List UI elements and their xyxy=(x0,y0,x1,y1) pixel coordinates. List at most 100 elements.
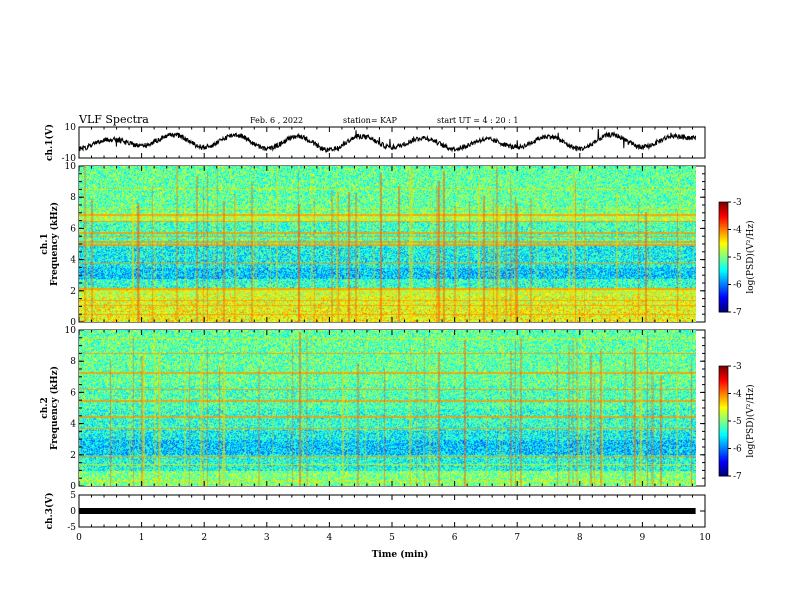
ch2-colorbar-swatch xyxy=(719,439,728,442)
ch1-colorbar-swatch xyxy=(719,251,728,254)
x-axis-label: Time (min) xyxy=(372,549,429,560)
xtick-label: 3 xyxy=(264,533,270,543)
ch1-wave-ytick-label: -10 xyxy=(62,154,77,164)
ch2-colorbar-swatch xyxy=(719,465,728,468)
ch2-spec-ytick-label: 6 xyxy=(70,388,76,398)
ch1-colorbar-swatch xyxy=(719,205,728,208)
ch1-colorbar-swatch xyxy=(719,293,728,296)
ch2-colorbar-swatch xyxy=(719,371,728,374)
ch2-colorbar-swatch xyxy=(719,474,728,477)
ch2-colorbar-swatch xyxy=(719,466,728,470)
ch1-colorbar-swatch xyxy=(719,262,728,265)
ch3-wave-ylabel: ch.3(V) xyxy=(44,493,55,530)
ch2-colorbar-swatch xyxy=(719,426,728,429)
ch2-colorbar-swatch xyxy=(719,386,728,389)
ch1-colorbar-swatch xyxy=(719,302,728,306)
ch3-wave-ytick-label: 5 xyxy=(70,491,76,501)
ch2-colorbar-swatch xyxy=(719,424,728,427)
ch1-colorbar-swatch xyxy=(719,227,728,230)
ch1-colorbar-swatch xyxy=(719,244,728,247)
ch2-colorbar-swatch xyxy=(719,380,728,383)
ch1-colorbar: -3 -4 -5 -6 -7 log(PSD)(V²/Hz) xyxy=(718,198,756,318)
ch2-colorbar-swatch xyxy=(719,373,728,376)
ch1-colorbar-swatch xyxy=(719,214,728,218)
ch1-colorbar-swatch xyxy=(719,216,728,219)
ch2-colorbar-swatch xyxy=(719,446,728,449)
ch2-colorbar-swatch xyxy=(719,454,728,457)
ch1-colorbar-swatch xyxy=(719,286,728,289)
ch1-colorbar-swatch xyxy=(719,218,728,221)
ch1-colorbar-swatch xyxy=(719,220,728,223)
ch2-colorbar-swatch xyxy=(719,419,728,422)
ch1-spectrogram xyxy=(79,166,696,322)
ch2-colorbar-swatch xyxy=(719,406,728,409)
ch2-colorbar-swatch xyxy=(719,377,728,380)
ch1-colorbar-swatch xyxy=(719,255,728,258)
ch2-colorbar-tick-label: -6 xyxy=(733,445,742,455)
ch2-colorbar: -3 -4 -5 -6 -7 log(PSD)(V²/Hz) xyxy=(718,362,756,482)
ch2-spec-ytick-label: 10 xyxy=(65,326,77,336)
xtick-label: 0 xyxy=(76,533,82,543)
ch1-colorbar-swatch xyxy=(719,233,728,236)
ch1-colorbar-swatch xyxy=(719,235,728,238)
ch1-colorbar-swatch xyxy=(719,280,728,284)
ch2-colorbar-swatch xyxy=(719,468,728,471)
xtick-label: 6 xyxy=(452,533,458,543)
ch2-colorbar-swatch xyxy=(719,463,728,466)
ch2-colorbar-swatch xyxy=(719,402,728,405)
ch2-colorbar-swatch xyxy=(719,472,728,475)
ch1-colorbar-swatch xyxy=(719,264,728,267)
ch2-spec-ytick-label: 2 xyxy=(70,451,76,461)
xtick-label: 10 xyxy=(699,533,711,543)
ch2-spec-ytick-label: 0 xyxy=(70,482,76,492)
ch2-colorbar-swatch xyxy=(719,369,728,372)
ch1-colorbar-swatch xyxy=(719,222,728,225)
ch2-colorbar-swatch xyxy=(719,459,728,462)
ch2-colorbar-swatch xyxy=(719,382,728,385)
ch1-colorbar-swatch xyxy=(719,291,728,295)
ch1-colorbar-swatch xyxy=(719,268,728,271)
ch2-colorbar-swatch xyxy=(719,422,728,426)
ch1-colorbar-swatch xyxy=(719,224,728,227)
ch2-spec-ylabel-line0: ch.2 xyxy=(40,397,50,418)
ch2-colorbar-swatch xyxy=(719,395,728,398)
ch3-waveform-line xyxy=(79,508,696,514)
ch2-colorbar-swatch xyxy=(719,397,728,400)
figure-title: VLF Spectra xyxy=(78,113,149,126)
ch1-colorbar-swatch xyxy=(719,273,728,276)
ch2-colorbar-swatch xyxy=(719,417,728,420)
ch2-colorbar-swatch xyxy=(719,391,728,394)
ch1-colorbar-swatch xyxy=(719,229,728,232)
ch2-colorbar-swatch xyxy=(719,393,728,396)
ch1-colorbar-swatch xyxy=(719,240,728,243)
xtick-label: 2 xyxy=(201,533,207,543)
ch1-colorbar-swatch xyxy=(719,282,728,285)
ch1-colorbar-label: log(PSD)(V²/Hz) xyxy=(745,220,756,293)
ch1-waveform-line xyxy=(78,128,697,153)
ch1-colorbar-swatch xyxy=(719,297,728,300)
ch1-colorbar-swatch xyxy=(719,203,728,207)
ch1-colorbar-swatch xyxy=(719,246,728,249)
ch1-colorbar-swatch xyxy=(719,225,728,229)
ch1-colorbar-tick-label: -4 xyxy=(733,226,742,236)
ch2-colorbar-swatch xyxy=(719,452,728,455)
ch2-colorbar-swatch xyxy=(719,461,728,464)
ch1-colorbar-tick-label: -7 xyxy=(733,308,742,318)
ch2-colorbar-swatch xyxy=(719,435,728,438)
ch2-colorbar-label: log(PSD)(V²/Hz) xyxy=(745,384,756,457)
ch2-colorbar-swatch xyxy=(719,457,728,460)
ch1-colorbar-swatch xyxy=(719,236,728,240)
ch1-colorbar-swatch xyxy=(719,231,728,234)
ch1-spec-ytick-label: 8 xyxy=(70,193,76,203)
xtick-label: 9 xyxy=(640,533,646,543)
ch2-colorbar-swatch xyxy=(719,437,728,440)
ch1-spec-ytick-label: 6 xyxy=(70,224,76,234)
ch2-colorbar-swatch xyxy=(719,367,728,371)
ch2-colorbar-swatch xyxy=(719,410,728,413)
ch1-colorbar-swatch xyxy=(719,207,728,210)
ch2-colorbar-swatch xyxy=(719,415,728,418)
ch1-colorbar-swatch xyxy=(719,242,728,245)
ch1-colorbar-swatch xyxy=(719,266,728,269)
ch2-colorbar-swatch xyxy=(719,450,728,453)
ch3-wave-ytick-label: -5 xyxy=(67,523,76,533)
